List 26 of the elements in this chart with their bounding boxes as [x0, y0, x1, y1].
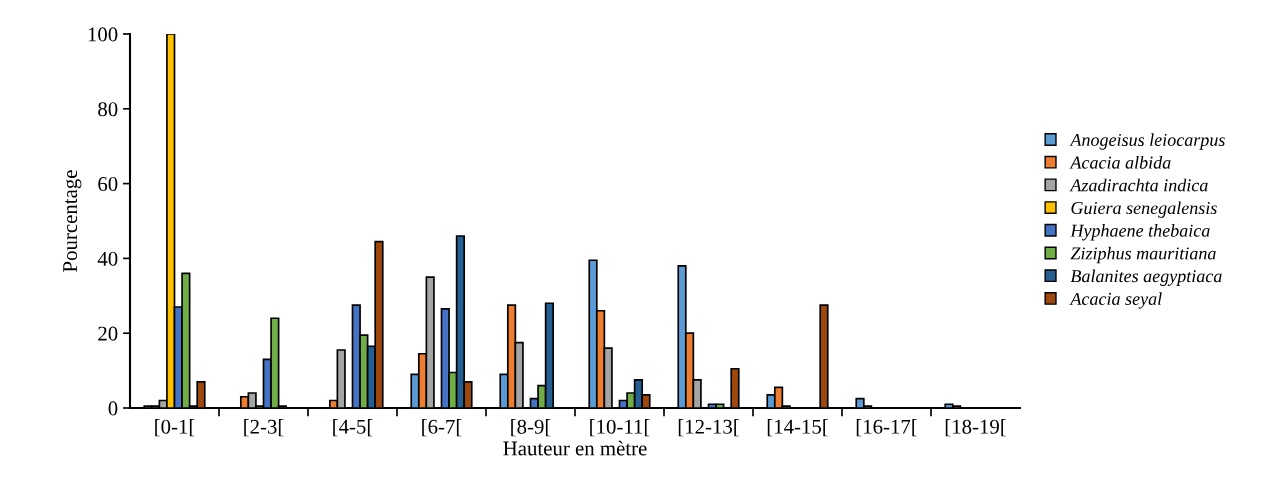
x-tick-label: [6-7[: [422, 419, 462, 437]
legend-label: Balanites aegyptiaca: [1070, 269, 1222, 286]
x-tick-label: [16-17[: [856, 419, 917, 437]
y-tick-label: 60: [98, 176, 118, 192]
legend-label: Acacia seyal: [1069, 292, 1162, 309]
y-tick-label: 0: [108, 401, 118, 416]
x-tick-label: [10-11[: [590, 419, 650, 437]
y-axis-title: Pourcentage: [63, 170, 82, 272]
x-tick-label: [4-5[: [333, 419, 373, 437]
x-tick-label: [12-13[: [678, 419, 739, 437]
y-tick-label: 100: [88, 27, 118, 42]
legend-label: Hyphaene thebaica: [1070, 224, 1210, 241]
legend-label: Anogeisus leiocarpus: [1069, 133, 1225, 150]
x-tick-label: [8-9[: [511, 419, 551, 437]
x-axis-title: Hauteur en mètre: [503, 440, 647, 456]
legend-label: Guiera senegalensis: [1071, 201, 1217, 218]
legend-label: Acacia albida: [1069, 156, 1171, 169]
y-tick-label: 40: [97, 251, 118, 266]
x-tick-label: [0-1[: [155, 419, 195, 437]
x-tick-label: [14-15[: [767, 419, 828, 437]
x-tick-label: [18-19[: [945, 419, 1006, 437]
x-tick-label: [2-3[: [244, 419, 284, 437]
legend-label: Ziziphus mauritiana: [1070, 246, 1216, 264]
y-tick-label: 80: [98, 102, 118, 117]
legend-label: Azadirachta indica: [1069, 178, 1208, 192]
y-tick-label: 20: [98, 326, 118, 341]
